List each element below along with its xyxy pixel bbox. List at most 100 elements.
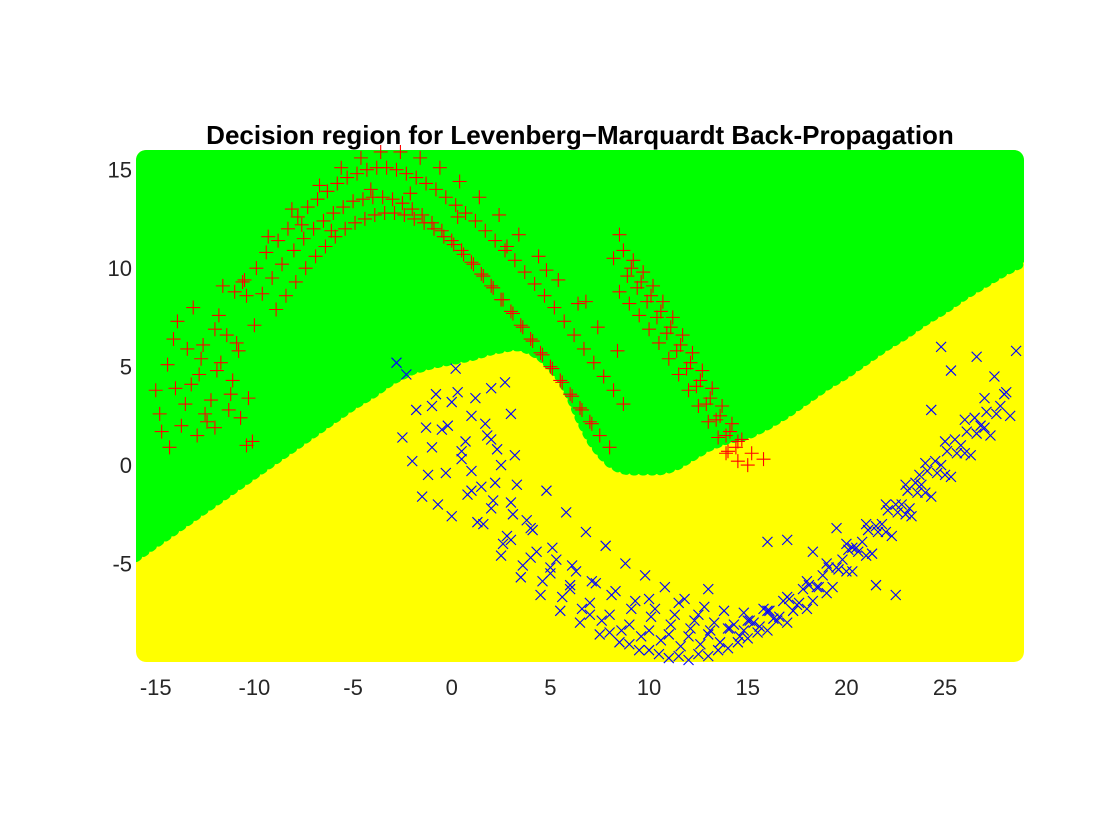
cross-marker — [633, 644, 645, 656]
plus-marker — [663, 320, 678, 335]
cross-marker — [683, 631, 694, 642]
cross-marker — [949, 434, 961, 445]
plus-marker — [515, 320, 530, 335]
cross-marker — [584, 609, 596, 621]
cross-marker — [596, 615, 608, 627]
plus-marker — [602, 440, 617, 455]
plus-marker — [551, 272, 566, 287]
plus-marker — [288, 274, 303, 289]
cross-marker — [675, 640, 687, 652]
plus-marker — [207, 420, 222, 435]
plus-marker — [239, 438, 254, 453]
cross-marker — [693, 609, 704, 621]
cross-marker — [738, 607, 750, 619]
plus-marker — [357, 211, 372, 226]
cross-marker — [410, 404, 422, 416]
plus-marker — [239, 288, 254, 303]
plus-marker — [170, 314, 185, 329]
cross-marker — [495, 459, 507, 471]
decision-region-green — [136, 150, 1024, 558]
plus-marker — [681, 383, 696, 398]
cross-marker — [880, 499, 892, 510]
plus-marker — [180, 341, 195, 356]
cross-marker — [391, 357, 402, 369]
plus-marker — [653, 304, 668, 319]
cross-marker — [645, 611, 657, 623]
plus-marker — [695, 363, 710, 378]
plus-marker — [178, 397, 193, 412]
cross-marker — [985, 430, 996, 441]
cross-marker — [456, 445, 467, 457]
plus-marker — [578, 294, 593, 309]
plus-marker — [184, 377, 199, 392]
cross-marker — [979, 422, 990, 434]
cross-marker — [702, 583, 714, 595]
plus-marker — [661, 351, 676, 366]
plus-marker — [336, 200, 351, 215]
cross-marker — [961, 426, 973, 437]
plus-marker — [215, 278, 230, 293]
plus-marker — [203, 393, 218, 408]
cross-marker — [466, 410, 477, 422]
cross-marker — [576, 603, 588, 615]
plus-marker — [734, 432, 749, 447]
cross-marker — [515, 571, 527, 583]
plus-marker — [693, 373, 708, 388]
cross-marker — [860, 518, 872, 530]
plus-marker — [533, 345, 548, 360]
plus-marker — [450, 209, 465, 224]
cross-marker — [580, 526, 592, 538]
plus-marker — [574, 402, 589, 417]
cross-marker — [623, 619, 635, 630]
plus-marker — [646, 278, 661, 293]
cross-marker — [850, 542, 862, 554]
cross-marker — [708, 617, 720, 629]
y-tick-label: -5 — [112, 552, 132, 577]
cross-marker — [669, 609, 681, 621]
plus-marker — [245, 434, 260, 449]
cross-marker — [841, 538, 852, 550]
cross-marker — [886, 530, 898, 542]
cross-marker — [890, 589, 902, 601]
cross-marker — [495, 550, 507, 562]
cross-marker — [466, 465, 477, 477]
plus-marker — [553, 373, 568, 388]
plus-marker — [476, 269, 491, 284]
plus-marker — [701, 414, 716, 429]
cross-marker — [821, 587, 833, 599]
plus-marker — [492, 207, 507, 222]
plus-marker — [438, 190, 453, 205]
plus-marker — [531, 249, 546, 264]
cross-marker — [600, 540, 612, 552]
plus-marker — [247, 318, 262, 333]
plus-marker — [630, 280, 645, 295]
plus-marker — [223, 387, 238, 402]
plus-marker — [237, 272, 252, 287]
cross-marker — [456, 453, 467, 465]
plus-marker — [507, 253, 522, 268]
plus-marker — [612, 284, 627, 299]
chart-title: Decision region for Levenberg−Marquardt … — [206, 120, 954, 150]
cross-marker — [971, 428, 983, 439]
cross-marker — [831, 562, 842, 573]
x-axis-ticks: -15 -10 -5 0 5 10 15 20 25 — [140, 675, 957, 700]
cross-marker — [497, 538, 509, 550]
plus-marker — [296, 231, 311, 246]
plus-marker — [211, 308, 226, 323]
plus-marker — [711, 430, 726, 445]
cross-marker — [477, 518, 489, 530]
cross-marker — [466, 485, 477, 497]
plus-marker — [703, 391, 718, 406]
plus-marker — [233, 410, 248, 425]
plus-marker — [207, 322, 222, 337]
cross-marker — [754, 621, 765, 632]
plus-marker — [573, 400, 587, 415]
cross-marker — [643, 593, 655, 605]
plus-marker — [499, 239, 514, 254]
plus-marker — [219, 328, 234, 343]
cross-marker — [629, 595, 641, 607]
cross-marker — [912, 487, 923, 499]
plus-marker — [606, 383, 621, 398]
cross-marker — [594, 629, 606, 640]
plus-marker — [318, 239, 333, 254]
